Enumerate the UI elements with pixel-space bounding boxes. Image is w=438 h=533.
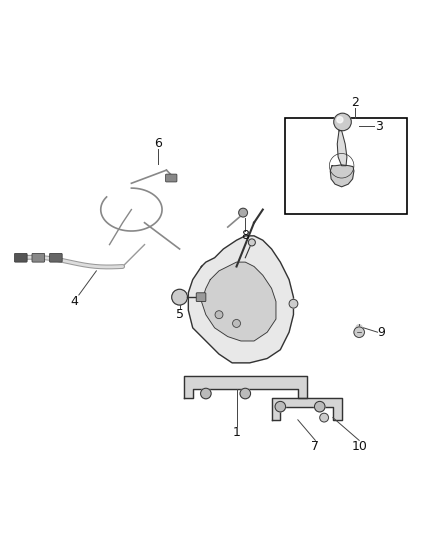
FancyBboxPatch shape [49,253,62,262]
Polygon shape [337,131,347,166]
FancyBboxPatch shape [32,253,45,262]
Polygon shape [184,376,307,398]
Circle shape [233,319,240,327]
Polygon shape [272,398,342,420]
Circle shape [275,401,286,412]
Circle shape [334,113,351,131]
Circle shape [240,388,251,399]
Circle shape [354,327,364,337]
Circle shape [314,401,325,412]
Text: 8: 8 [241,229,249,243]
Polygon shape [330,165,354,187]
Text: 9: 9 [377,326,385,338]
Text: 10: 10 [351,440,367,453]
Circle shape [239,208,247,217]
Text: 2: 2 [351,96,359,109]
Text: 3: 3 [375,120,383,133]
Polygon shape [188,236,293,363]
Circle shape [356,325,362,331]
Circle shape [289,300,298,308]
Circle shape [248,239,255,246]
Text: 6: 6 [154,138,162,150]
Text: 1: 1 [233,426,240,439]
Text: 5: 5 [176,308,184,321]
Text: 4: 4 [71,295,78,308]
Bar [285,118,407,214]
Circle shape [337,117,343,123]
Circle shape [215,311,223,319]
Text: 7: 7 [311,440,319,453]
Polygon shape [201,262,276,341]
FancyBboxPatch shape [14,253,27,262]
FancyBboxPatch shape [166,174,177,182]
Circle shape [201,388,211,399]
Circle shape [320,413,328,422]
FancyBboxPatch shape [196,293,206,302]
Circle shape [172,289,187,305]
